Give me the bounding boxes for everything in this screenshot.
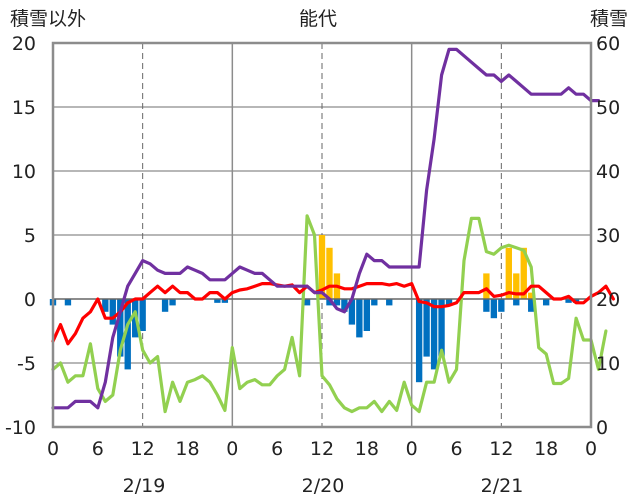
x-tick-label: 6 [92, 438, 104, 460]
bar [528, 299, 535, 312]
day-label-3: 2/21 [481, 475, 524, 497]
x-tick-label: 0 [226, 438, 238, 460]
bar [430, 299, 438, 370]
plot-frame [51, 41, 593, 429]
y-right-tick-label: 10 [596, 353, 620, 375]
x-tick-label: 18 [355, 438, 379, 460]
y-right-tick-label: 30 [596, 225, 620, 247]
bar [505, 247, 512, 299]
bar [371, 299, 378, 306]
bar [445, 299, 453, 306]
bar [161, 299, 169, 312]
series-line [51, 47, 601, 410]
bar [102, 299, 109, 312]
bar [326, 247, 333, 299]
bar [341, 299, 348, 312]
x-tick-label: 18 [175, 438, 199, 460]
bar [528, 292, 535, 299]
day-label-2: 2/20 [302, 475, 345, 497]
series-line [51, 282, 616, 346]
day-label-1: 2/19 [123, 475, 166, 497]
bar [326, 299, 333, 306]
bar [423, 299, 430, 357]
y-right-tick-label: 50 [596, 97, 620, 119]
x-tick-label: 0 [47, 438, 59, 460]
y-right-tick-label: 40 [596, 161, 620, 183]
bar [303, 299, 311, 306]
bar [64, 299, 72, 306]
right-axis-title: 積雪 [590, 8, 628, 30]
bar [513, 299, 520, 306]
x-tick-label: 0 [585, 438, 597, 460]
left-axis-title: 積雪以外 [10, 8, 86, 30]
x-tick-label: 12 [131, 438, 155, 460]
y-left-tick-label: 5 [24, 225, 36, 247]
bar [415, 299, 423, 383]
bar [386, 299, 393, 306]
bar [438, 299, 445, 357]
y-left-tick-label: -5 [17, 353, 36, 375]
bar [348, 299, 356, 325]
bar [117, 299, 124, 357]
bar [520, 247, 527, 299]
y-left-tick-label: 15 [12, 97, 36, 119]
bar [124, 299, 131, 370]
chart-title: 能代 [299, 8, 337, 30]
y-right-tick-label: 60 [596, 33, 620, 55]
y-right-tick-label: 0 [596, 417, 608, 439]
bar [221, 299, 229, 303]
bar [565, 299, 572, 303]
bar [513, 273, 520, 299]
bar [483, 273, 490, 299]
x-tick-label: 6 [450, 438, 462, 460]
line-series [51, 47, 616, 414]
x-tick-label: 12 [310, 438, 334, 460]
grid-lines [53, 43, 591, 427]
y-left-tick-label: -10 [5, 417, 36, 439]
y-left-tick-label: 10 [12, 161, 36, 183]
bar [542, 299, 550, 306]
plot-border [51, 41, 593, 429]
y-left-tick-label: 0 [24, 289, 36, 311]
bar [356, 299, 363, 338]
bar [483, 299, 490, 312]
x-tick-label: 0 [406, 438, 418, 460]
bar [318, 235, 326, 299]
y-left-tick-label: 20 [12, 33, 36, 55]
bar [139, 299, 146, 331]
bar [169, 299, 176, 306]
blue-bar-series [49, 299, 580, 383]
series-line [51, 214, 608, 414]
bar [490, 299, 498, 319]
x-tick-label: 12 [489, 438, 513, 460]
bar [109, 299, 116, 325]
bar [333, 299, 341, 306]
x-tick-label: 6 [271, 438, 283, 460]
bar [214, 299, 221, 303]
bar [498, 299, 505, 312]
y-right-tick-label: 20 [596, 289, 620, 311]
bar [363, 299, 371, 331]
x-tick-label: 18 [534, 438, 558, 460]
